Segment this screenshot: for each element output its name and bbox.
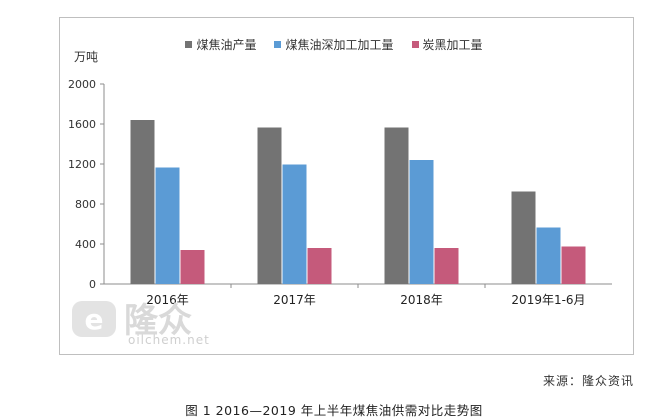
x-tick-label-4: 2019年1-6月 [511,293,585,307]
bar-2-2 [282,164,307,284]
legend-swatch-series-1 [185,41,193,48]
y-tick-label-2: 800 [75,198,96,211]
bar-3-2 [307,248,332,284]
source-note: 来源：隆众资讯 [542,374,634,388]
bar-3-1 [180,250,205,284]
legend-label-series-2: 煤焦油深加工加工量 [285,38,394,52]
y-tick-label-4: 1600 [68,118,96,131]
chart-frame [59,17,634,355]
y-tick-label-5: 2000 [68,78,96,91]
bar-1-1 [130,120,155,284]
y-tick-label-0: 0 [89,278,96,291]
watermark-logo: e 隆众 oilchem.net [66,293,216,351]
x-tick-label-2: 2017年 [273,293,316,307]
legend-item-series-1: 煤焦油产量 [185,36,256,53]
bar-3-3 [434,248,459,284]
x-tick-label-1: 2016年 [146,293,189,307]
legend-swatch-series-3 [411,41,419,48]
x-tick-label-3: 2018年 [400,293,443,307]
svg-text:e: e [85,303,104,336]
legend-label-series-1: 煤焦油产量 [196,38,257,52]
bar-1-3 [384,127,409,284]
bar-1-2 [257,127,282,284]
bar-3-4 [561,246,586,284]
bar-2-3 [409,160,434,284]
watermark-icon: e [72,301,116,337]
bar-1-4 [511,191,536,284]
figure-caption: 图 1 2016—2019 年上半年煤焦油供需对比走势图 [185,403,483,418]
legend-item-series-3: 炭黑加工量 [411,36,483,53]
y-tick-label-1: 400 [75,238,96,251]
legend: 煤焦油产量 煤焦油深加工加工量 炭黑加工量 [0,36,668,53]
legend-label-series-3: 炭黑加工量 [422,38,483,52]
legend-swatch-series-2 [274,41,282,48]
watermark-site: oilchem.net [128,333,210,347]
legend-item-series-2: 煤焦油深加工加工量 [274,36,394,53]
y-tick-label-3: 1200 [68,158,96,171]
watermark-name: 隆众 [124,301,192,341]
y-axis-unit: 万吨 [74,50,99,64]
bar-2-4 [536,227,561,284]
bar-2-1 [155,167,180,284]
